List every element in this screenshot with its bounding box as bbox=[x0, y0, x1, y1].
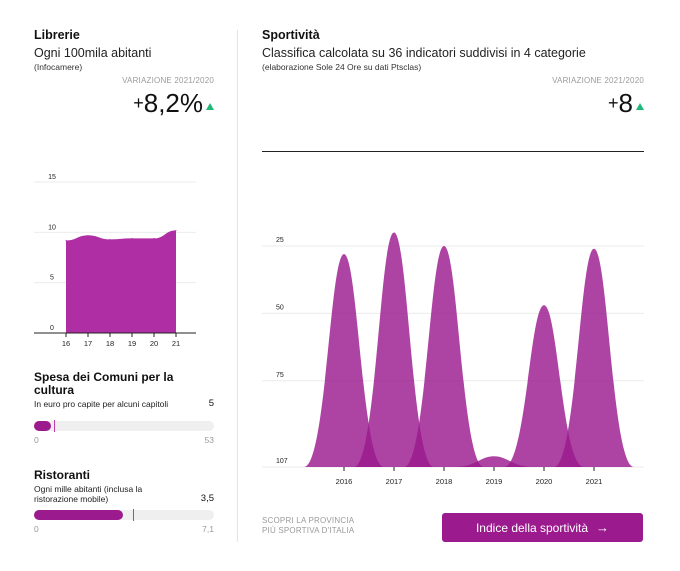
libraries-panel: Librerie Ogni 100mila abitanti (Infocame… bbox=[34, 28, 214, 534]
sport-panel: Sportività Classifica calcolata su 36 in… bbox=[262, 28, 644, 486]
spending-scale: 0 53 bbox=[34, 435, 214, 445]
trend-up-icon bbox=[206, 103, 214, 110]
spending-description: In euro pro capite per alcuni capitoli bbox=[34, 399, 169, 409]
libraries-source: (Infocamere) bbox=[34, 62, 83, 72]
sport-ytick-label: 107 bbox=[276, 458, 288, 465]
sport-chart: 25 50 75 107 2016 2017 2018 2019 2020 2021 bbox=[262, 232, 644, 486]
sport-xtick-label: 2021 bbox=[586, 477, 603, 486]
sport-ytick-label: 50 bbox=[276, 304, 284, 311]
lib-xtick-label: 16 bbox=[62, 339, 70, 348]
sport-separator bbox=[262, 151, 644, 152]
restaurants-description-row: Ogni mille abitanti (inclusa la ristoraz… bbox=[34, 484, 214, 504]
restaurants-bar-fill bbox=[34, 510, 123, 520]
spending-bar-fill bbox=[34, 421, 51, 431]
sport-title: Sportività bbox=[262, 28, 320, 42]
sport-ytick-label: 25 bbox=[276, 237, 284, 244]
sport-xtick-label: 2017 bbox=[386, 477, 403, 486]
lib-xtick-label: 21 bbox=[172, 339, 180, 348]
sport-variation: +8 bbox=[262, 88, 644, 118]
trend-up-icon bbox=[636, 103, 644, 110]
sport-xtick-label: 2016 bbox=[336, 477, 353, 486]
lib-data-point bbox=[175, 229, 177, 231]
spending-scale-min: 0 bbox=[34, 435, 39, 445]
spending-block: Spesa dei Comuni per la cultura In euro … bbox=[34, 371, 214, 445]
lib-xtick-label: 17 bbox=[84, 339, 92, 348]
cta-text: SCOPRI LA PROVINCIA PIÙ SPORTIVA D'ITALI… bbox=[262, 516, 354, 536]
libraries-variation-value: 8,2% bbox=[143, 88, 203, 118]
lib-data-point bbox=[131, 237, 133, 239]
sport-source: (elaborazione Sole 24 Ore su dati Ptscla… bbox=[262, 62, 422, 72]
spending-bar bbox=[34, 420, 214, 432]
libraries-subtitle: Ogni 100mila abitanti bbox=[34, 46, 152, 60]
sport-variation-sign: + bbox=[608, 93, 619, 113]
sport-variation-value: 8 bbox=[618, 88, 633, 118]
sport-xtick-label: 2018 bbox=[436, 477, 453, 486]
restaurants-bar-marker bbox=[133, 509, 135, 521]
sport-subtitle: Classifica calcolata su 36 indicatori su… bbox=[262, 46, 586, 60]
restaurants-title: Ristoranti bbox=[34, 468, 91, 482]
restaurants-scale-max: 7,1 bbox=[202, 524, 214, 534]
spending-bar-marker bbox=[54, 420, 56, 432]
sport-peak-2018 bbox=[404, 246, 484, 467]
lib-data-point bbox=[65, 239, 67, 241]
libraries-variation-sign: + bbox=[133, 93, 144, 113]
sport-xtick-label: 2019 bbox=[486, 477, 503, 486]
restaurants-value: 3,5 bbox=[200, 493, 214, 504]
lib-ytick-label: 10 bbox=[48, 224, 56, 231]
restaurants-bar bbox=[34, 509, 214, 521]
libraries-chart: 0 5 10 15 16 17 18 19 20 21 bbox=[34, 174, 196, 348]
libraries-variation: +8,2% bbox=[34, 88, 214, 118]
sport-ytick-label: 75 bbox=[276, 372, 284, 379]
restaurants-scale: 0 7,1 bbox=[34, 524, 214, 534]
restaurants-block: Ristoranti Ogni mille abitanti (inclusa … bbox=[34, 469, 214, 534]
lib-ytick-label: 5 bbox=[50, 275, 54, 282]
lib-area-series bbox=[66, 230, 176, 333]
arrow-right-icon: → bbox=[596, 520, 610, 535]
libraries-variation-label: VARIAZIONE 2021/2020 bbox=[122, 76, 214, 85]
restaurants-scale-min: 0 bbox=[34, 524, 39, 534]
restaurants-description: Ogni mille abitanti (inclusa la ristoraz… bbox=[34, 484, 143, 504]
lib-data-point bbox=[109, 238, 111, 240]
spending-value: 5 bbox=[208, 398, 214, 409]
cta-text-line1: SCOPRI LA PROVINCIA bbox=[262, 516, 355, 525]
lib-xtick-label: 18 bbox=[106, 339, 114, 348]
sport-xtick-label: 2020 bbox=[536, 477, 553, 486]
lib-data-point bbox=[153, 237, 155, 239]
lib-ytick-label: 0 bbox=[50, 325, 54, 332]
sport-index-button[interactable]: Indice della sportività → bbox=[442, 513, 643, 542]
spending-description-row: In euro pro capite per alcuni capitoli 5 bbox=[34, 398, 214, 410]
sport-peak-2020 bbox=[504, 305, 584, 467]
lib-xtick-label: 20 bbox=[150, 339, 158, 348]
spending-title: Spesa dei Comuni per la cultura bbox=[34, 370, 174, 397]
sport-peak-2017 bbox=[354, 232, 434, 467]
lib-data-point bbox=[87, 234, 89, 236]
lib-xtick-label: 19 bbox=[128, 339, 136, 348]
sport-index-button-label: Indice della sportività bbox=[475, 520, 589, 535]
lib-ytick-label: 15 bbox=[48, 174, 56, 181]
cta-text-line2: PIÙ SPORTIVA D'ITALIA bbox=[262, 526, 355, 535]
spending-scale-max: 53 bbox=[204, 435, 214, 445]
column-divider bbox=[237, 30, 238, 542]
sport-peak-2021 bbox=[554, 248, 634, 467]
libraries-title: Librerie bbox=[34, 28, 80, 42]
sport-variation-label: VARIAZIONE 2021/2020 bbox=[552, 76, 644, 85]
sport-peak-2016 bbox=[304, 254, 384, 467]
